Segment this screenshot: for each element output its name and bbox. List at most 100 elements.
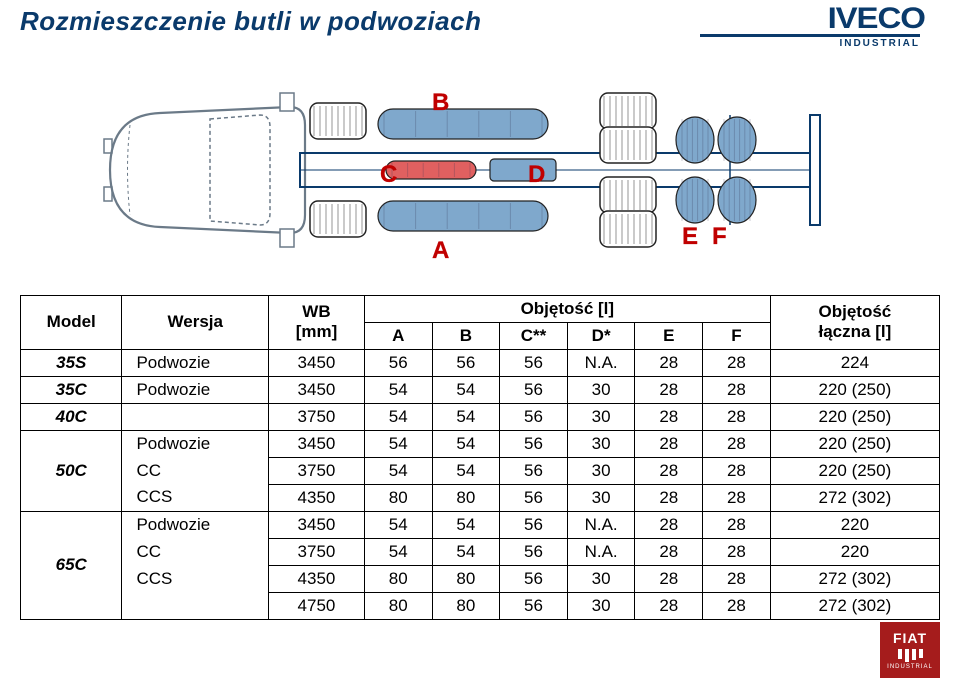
- cell-c: 56: [500, 376, 568, 403]
- cell-total: 220: [770, 511, 939, 538]
- table-row: CCS4350808056302828272 (302): [21, 484, 940, 511]
- cell-e: 28: [635, 565, 703, 592]
- brand-logo: IVECO INDUSTRIAL: [700, 6, 920, 49]
- logo-text: IVECO: [832, 6, 920, 32]
- cell-e: 28: [635, 376, 703, 403]
- cell-f: 28: [703, 538, 771, 565]
- cell-wb: 3450: [269, 349, 365, 376]
- cell-wb: 4750: [269, 592, 365, 619]
- th-col: F: [703, 322, 771, 349]
- footer-logo-bars: [898, 649, 923, 662]
- page-title: Rozmieszczenie butli w podwoziach: [20, 6, 481, 37]
- cell-b: 56: [432, 349, 500, 376]
- cell-f: 28: [703, 592, 771, 619]
- cell-c: 56: [500, 484, 568, 511]
- cell-c: 56: [500, 403, 568, 430]
- cell-e: 28: [635, 403, 703, 430]
- cell-wb: 3450: [269, 376, 365, 403]
- th-vol: Objętość [l]: [364, 295, 770, 322]
- cell-wb: 3750: [269, 457, 365, 484]
- cell-total: 220: [770, 538, 939, 565]
- cell-model: 40C: [21, 403, 122, 430]
- cell-e: 28: [635, 349, 703, 376]
- th-model: Model: [21, 295, 122, 349]
- cell-e: 28: [635, 538, 703, 565]
- cell-b: 54: [432, 376, 500, 403]
- th-col: A: [364, 322, 432, 349]
- cell-total: 272 (302): [770, 484, 939, 511]
- cell-wersja: CC: [122, 538, 269, 565]
- cell-wersja: [122, 403, 269, 430]
- cell-b: 54: [432, 457, 500, 484]
- cell-e: 28: [635, 484, 703, 511]
- cell-total: 224: [770, 349, 939, 376]
- cell-b: 80: [432, 565, 500, 592]
- cell-wb: 4350: [269, 565, 365, 592]
- cell-c: 56: [500, 457, 568, 484]
- cell-f: 28: [703, 565, 771, 592]
- table-row: 40C3750545456302828220 (250): [21, 403, 940, 430]
- th-wb: WB[mm]: [269, 295, 365, 349]
- table-row: 35SPodwozie3450565656N.A.2828224: [21, 349, 940, 376]
- table-row: CC3750545456N.A.2828220: [21, 538, 940, 565]
- chassis-diagram: A B C D E F: [90, 55, 870, 285]
- footer-logo: FIAT INDUSTRIAL: [880, 622, 940, 678]
- cell-b: 80: [432, 592, 500, 619]
- diagram-label-a: A: [432, 237, 449, 265]
- th-wersja: Wersja: [122, 295, 269, 349]
- cell-d: 30: [567, 565, 635, 592]
- cell-a: 80: [364, 565, 432, 592]
- cell-wersja: Podwozie: [122, 511, 269, 538]
- cell-c: 56: [500, 592, 568, 619]
- cell-a: 80: [364, 484, 432, 511]
- diagram-label-e: E: [682, 223, 698, 251]
- cell-b: 54: [432, 511, 500, 538]
- cell-a: 54: [364, 376, 432, 403]
- cell-model: 65C: [21, 511, 122, 619]
- cell-wersja: CC: [122, 457, 269, 484]
- diagram-label-d: D: [528, 161, 545, 189]
- cell-total: 272 (302): [770, 592, 939, 619]
- cell-d: N.A.: [567, 349, 635, 376]
- table-row: CCS4350808056302828272 (302): [21, 565, 940, 592]
- cell-b: 80: [432, 484, 500, 511]
- cell-wersja: CCS: [122, 484, 269, 511]
- cell-a: 56: [364, 349, 432, 376]
- cell-wb: 4350: [269, 484, 365, 511]
- footer-logo-text: FIAT: [893, 630, 927, 646]
- cell-wersja: Podwozie: [122, 430, 269, 457]
- cell-a: 54: [364, 403, 432, 430]
- cell-wersja: [122, 592, 269, 619]
- cell-c: 56: [500, 538, 568, 565]
- footer-logo-subtext: INDUSTRIAL: [887, 664, 933, 670]
- cell-f: 28: [703, 457, 771, 484]
- th-col: B: [432, 322, 500, 349]
- cell-a: 54: [364, 538, 432, 565]
- cell-total: 272 (302): [770, 565, 939, 592]
- diagram-label-c: C: [380, 161, 397, 189]
- cell-b: 54: [432, 403, 500, 430]
- diagram-label-b: B: [432, 89, 449, 117]
- th-col: C**: [500, 322, 568, 349]
- tank-table: Model Wersja WB[mm] Objętość [l] Objętoś…: [20, 295, 940, 620]
- cell-total: 220 (250): [770, 376, 939, 403]
- cell-wersja: Podwozie: [122, 376, 269, 403]
- cell-a: 54: [364, 430, 432, 457]
- cell-total: 220 (250): [770, 403, 939, 430]
- cell-e: 28: [635, 457, 703, 484]
- cell-wersja: CCS: [122, 565, 269, 592]
- cell-e: 28: [635, 430, 703, 457]
- cell-a: 80: [364, 592, 432, 619]
- th-col: E: [635, 322, 703, 349]
- cell-wb: 3750: [269, 403, 365, 430]
- cell-wb: 3750: [269, 538, 365, 565]
- th-col: D*: [567, 322, 635, 349]
- cell-f: 28: [703, 430, 771, 457]
- cell-d: N.A.: [567, 511, 635, 538]
- table-row: CC3750545456302828220 (250): [21, 457, 940, 484]
- cell-e: 28: [635, 511, 703, 538]
- cell-a: 54: [364, 511, 432, 538]
- cell-d: 30: [567, 484, 635, 511]
- cell-e: 28: [635, 592, 703, 619]
- cell-d: 30: [567, 457, 635, 484]
